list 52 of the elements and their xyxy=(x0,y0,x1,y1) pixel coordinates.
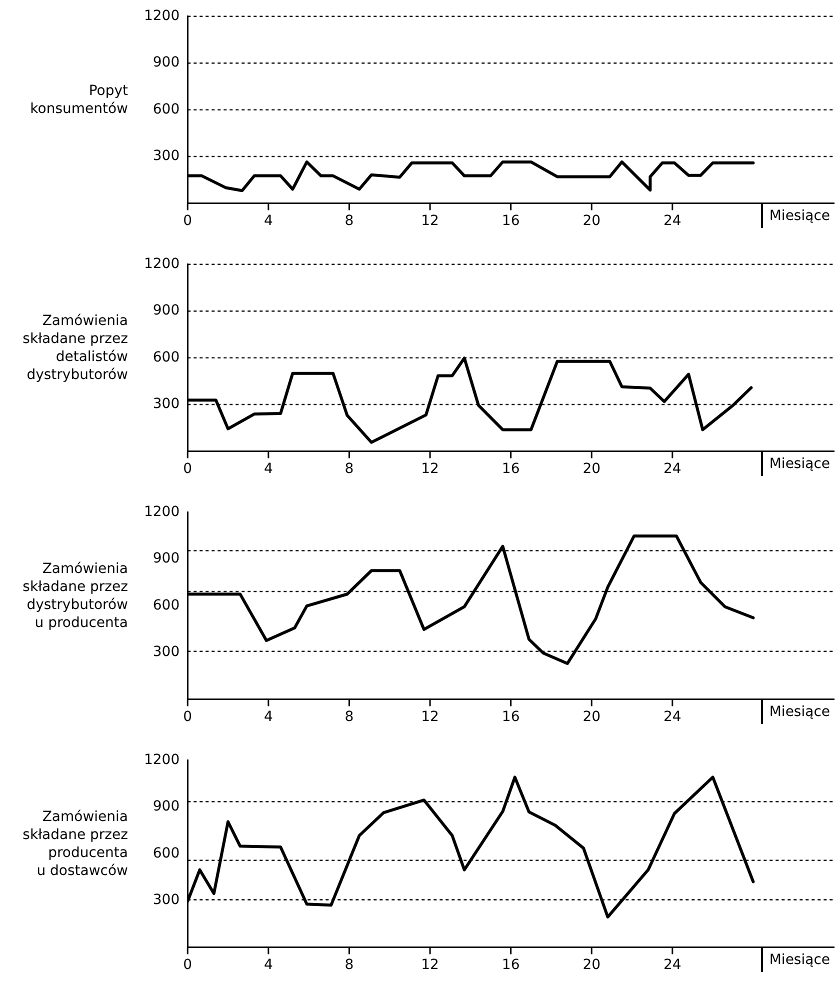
x-tick-label: 12 xyxy=(421,957,439,974)
x-tick-label: 8 xyxy=(344,709,354,726)
y-axis-title: Zamówienia składane przez producenta u dostawców xyxy=(22,808,128,881)
x-tick-label: 16 xyxy=(502,709,520,726)
x-tick-label: 16 xyxy=(502,213,520,230)
x-tick-label: 20 xyxy=(582,709,601,726)
x-tick-label: 4 xyxy=(264,213,273,230)
y-tick-label: 1200 xyxy=(144,504,180,520)
x-axis-title: Miesiące xyxy=(769,704,830,720)
y-tick-label: 1200 xyxy=(144,8,180,24)
x-tick-label: 0 xyxy=(183,213,192,230)
y-axis-title: Popyt konsumentów xyxy=(29,82,128,119)
x-tick-label: 24 xyxy=(663,709,682,726)
x-tick-label: 12 xyxy=(421,213,439,230)
y-tick-label: 1200 xyxy=(144,256,180,272)
y-axis-title: Zamówienia składane przez dystrybutorów u producenta xyxy=(22,560,128,633)
x-tick-label: 16 xyxy=(502,957,520,974)
x-tick-label: 0 xyxy=(183,957,192,974)
y-tick-label: 300 xyxy=(152,892,180,908)
x-tick-label: 24 xyxy=(663,957,682,974)
x-tick-label: 12 xyxy=(421,709,439,726)
y-tick-label: 900 xyxy=(152,302,180,319)
y-tick-label: 300 xyxy=(152,644,180,660)
x-tick-label: 20 xyxy=(582,957,601,974)
x-tick-label: 8 xyxy=(344,957,354,974)
x-tick-label: 0 xyxy=(183,461,192,478)
y-axis-title: Zamówienia składane przez detalistów dystrybutorów xyxy=(22,312,128,385)
x-tick-label: 16 xyxy=(502,461,520,478)
x-tick-label: 8 xyxy=(344,461,354,478)
x-tick-label: 12 xyxy=(421,461,439,478)
y-tick-label: 600 xyxy=(152,101,180,118)
x-axis-title: Miesiące xyxy=(769,208,830,224)
y-tick-label: 900 xyxy=(152,550,180,567)
x-tick-label: 0 xyxy=(183,709,192,726)
x-tick-label: 24 xyxy=(663,213,682,230)
y-tick-label: 600 xyxy=(152,845,180,862)
y-tick-label: 300 xyxy=(152,396,180,412)
x-axis-title: Miesiące xyxy=(769,952,830,968)
x-tick-label: 8 xyxy=(344,213,354,230)
y-tick-label: 1200 xyxy=(144,752,180,768)
x-tick-label: 4 xyxy=(264,957,273,974)
y-tick-label: 900 xyxy=(152,798,180,815)
x-axis-title: Miesiące xyxy=(769,456,830,472)
x-tick-label: 20 xyxy=(582,461,601,478)
x-tick-label: 4 xyxy=(264,461,273,478)
x-tick-label: 4 xyxy=(264,709,273,726)
y-tick-label: 900 xyxy=(152,54,180,71)
x-tick-label: 20 xyxy=(582,213,601,230)
y-tick-label: 600 xyxy=(152,349,180,366)
y-tick-label: 600 xyxy=(152,597,180,614)
x-tick-label: 24 xyxy=(663,461,682,478)
y-tick-label: 300 xyxy=(152,148,180,164)
